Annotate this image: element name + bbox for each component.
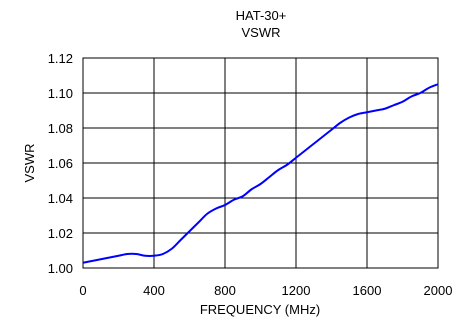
x-tick-label: 2000 <box>424 283 453 298</box>
plot-frame <box>82 57 439 269</box>
vswr-series-line <box>82 83 439 264</box>
x-tick-label: 1200 <box>282 283 311 298</box>
x-tick-label: 400 <box>143 283 165 298</box>
y-tick-label: 1.02 <box>48 226 73 241</box>
x-tick-label: 0 <box>79 283 86 298</box>
chart-subtitle: VSWR <box>242 25 281 40</box>
chart-title: HAT-30+ <box>236 8 287 23</box>
x-tick-label: 800 <box>214 283 236 298</box>
x-axis-label: FREQUENCY (MHz) <box>200 302 320 317</box>
x-tick-labels: 0 400 800 1200 1600 2000 <box>79 283 452 298</box>
x-tick-label: 1600 <box>353 283 382 298</box>
y-axis-label: VSWR <box>22 144 37 183</box>
y-tick-labels: 1.00 1.02 1.04 1.06 1.08 1.10 1.12 <box>48 51 73 276</box>
y-tick-label: 1.06 <box>48 156 73 171</box>
y-tick-label: 1.04 <box>48 191 73 206</box>
y-tick-label: 1.12 <box>48 51 73 66</box>
y-tick-label: 1.10 <box>48 86 73 101</box>
y-tick-label: 1.00 <box>48 261 73 276</box>
y-tick-label: 1.08 <box>48 121 73 136</box>
grid <box>82 57 439 269</box>
